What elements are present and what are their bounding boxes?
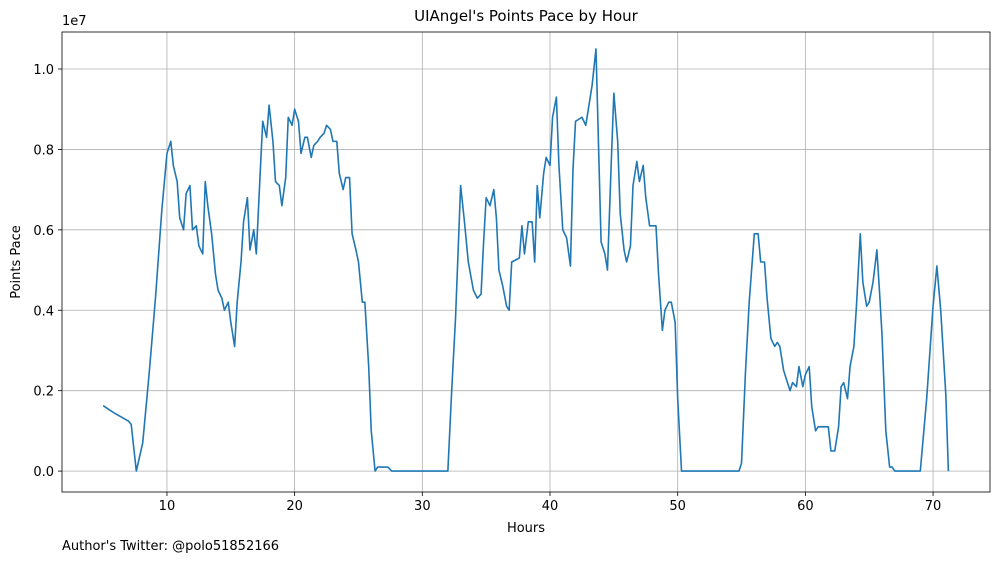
x-tick-label: 20 — [286, 499, 303, 514]
y-tick-label: 0.6 — [33, 224, 54, 239]
x-tick-label: 60 — [797, 499, 814, 514]
y-tick-label: 0.4 — [33, 304, 54, 319]
x-tick-label: 50 — [669, 499, 686, 514]
y-tick-label: 0.0 — [33, 465, 54, 480]
y-tick-label: 1.0 — [33, 63, 54, 78]
y-axis-label: Points Pace — [9, 225, 24, 299]
plot-frame — [61, 31, 991, 493]
x-tick-label: 40 — [542, 499, 559, 514]
footnote: Author's Twitter: @polo51852166 — [62, 539, 279, 554]
x-tick-label: 10 — [159, 499, 176, 514]
x-axis-label: Hours — [507, 521, 545, 536]
x-tick-label: 70 — [925, 499, 942, 514]
y-offset-label: 1e7 — [62, 14, 87, 29]
chart-title: UIAngel's Points Pace by Hour — [414, 7, 639, 25]
y-tick-label: 0.8 — [33, 143, 54, 158]
y-tick-label: 0.2 — [33, 385, 54, 400]
x-tick-label: 30 — [414, 499, 431, 514]
data-line — [102, 48, 950, 472]
